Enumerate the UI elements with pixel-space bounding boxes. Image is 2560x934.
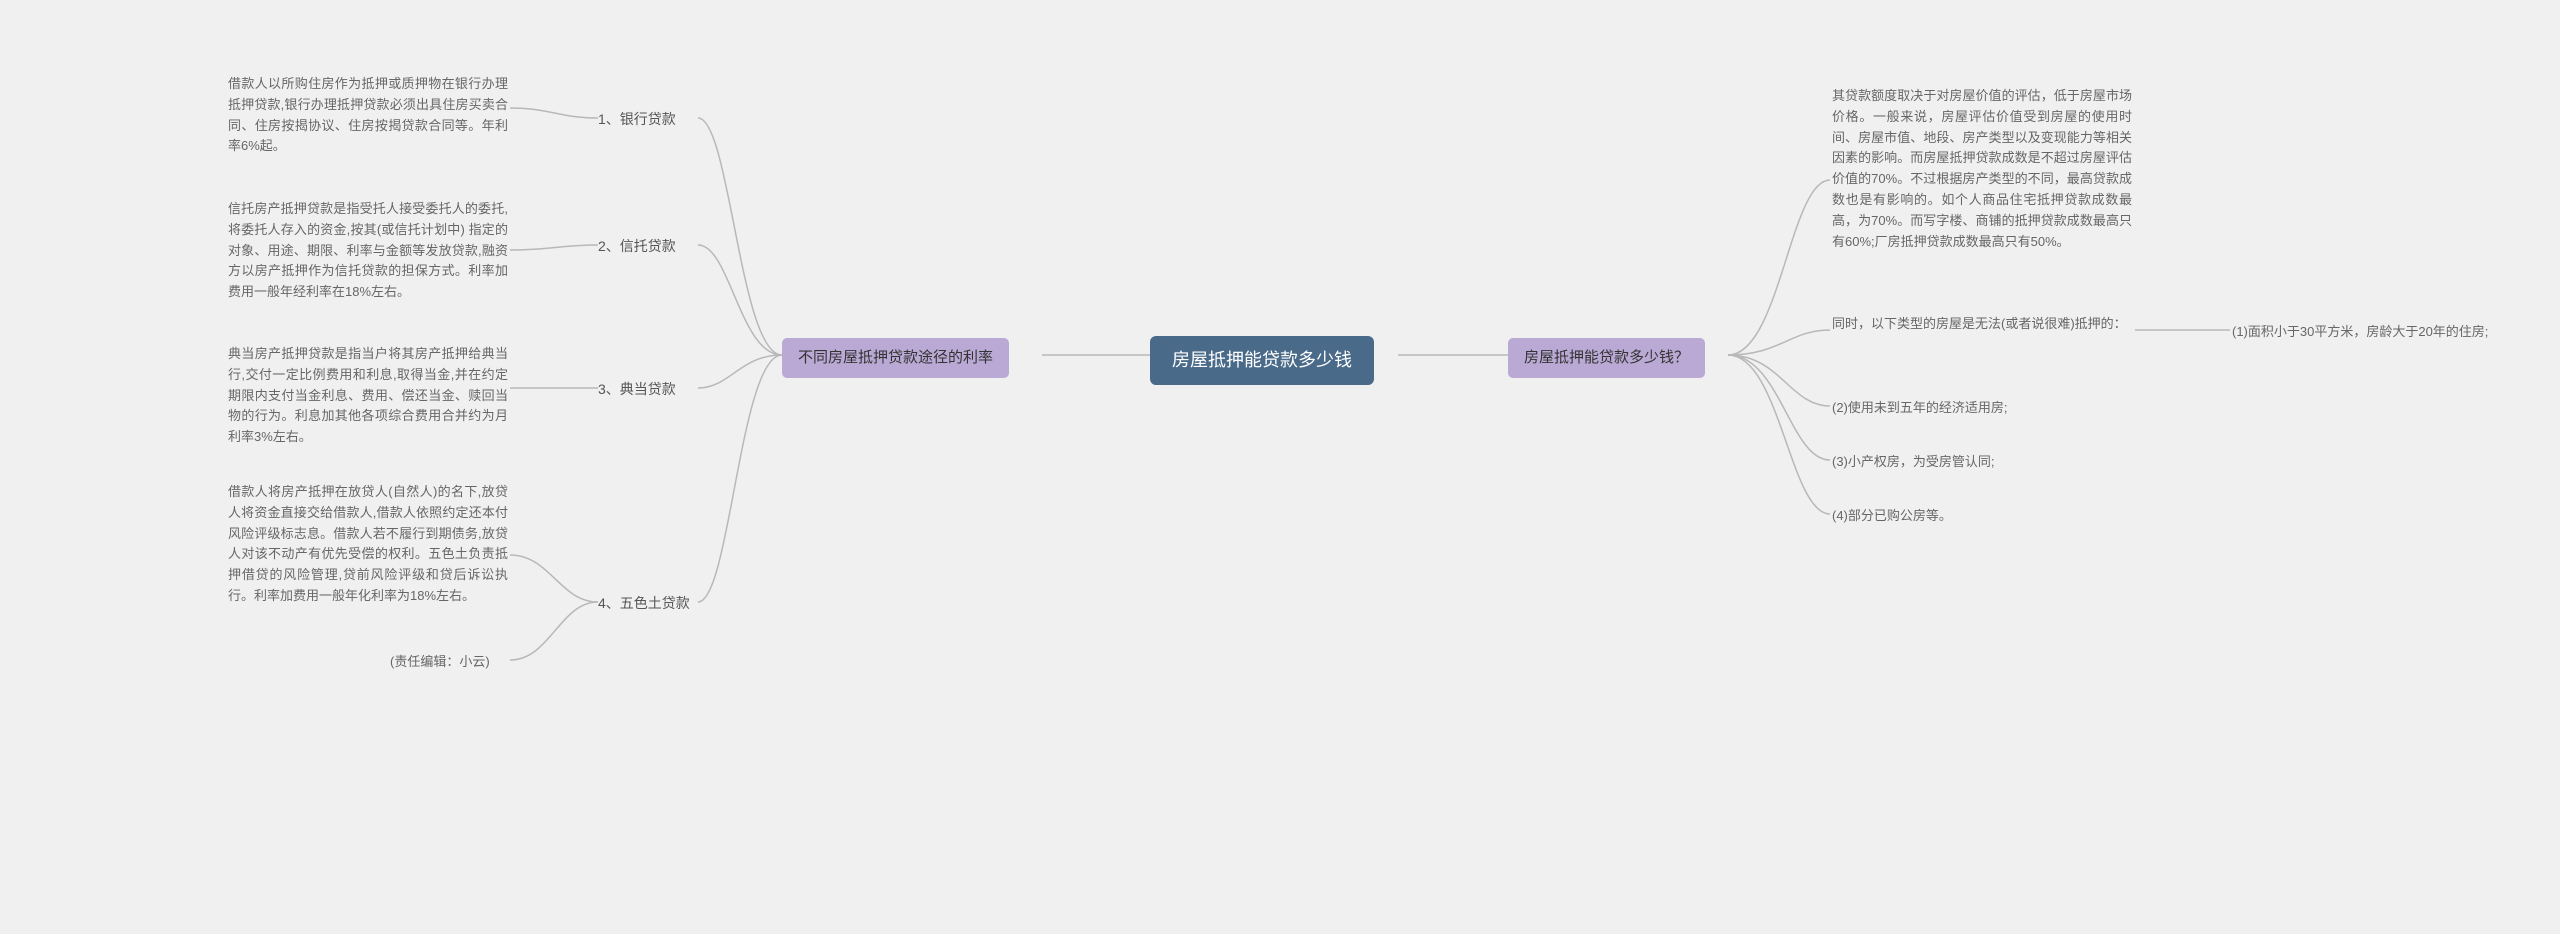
left-sub-4: 4、五色土贷款 (598, 590, 690, 616)
left-sub-1: 1、银行贷款 (598, 106, 676, 132)
left-detail-3: 典当房产抵押贷款是指当户将其房产抵押给典当行,交付一定比例费用和利息,取得当金,… (228, 340, 508, 452)
left-detail-4: 借款人将房产抵押在放贷人(自然人)的名下,放贷人将资金直接交给借款人,借款人依照… (228, 478, 508, 611)
root-node: 房屋抵押能贷款多少钱 (1150, 336, 1374, 385)
right-item-4: (4)部分已购公房等。 (1832, 504, 1952, 529)
left-detail-1: 借款人以所购住房作为抵押或质押物在银行办理抵押贷款,银行办理抵押贷款必须出具住房… (228, 70, 508, 161)
right-branch-node: 房屋抵押能贷款多少钱？ (1508, 338, 1705, 378)
left-detail-2: 信托房产抵押贷款是指受托人接受委托人的委托,将委托人存入的资金,按其(或信托计划… (228, 195, 508, 307)
left-branch-node: 不同房屋抵押贷款途径的利率 (782, 338, 1009, 378)
left-sub-3: 3、典当贷款 (598, 376, 676, 402)
right-intro: 其贷款额度取决于对房屋价值的评估，低于房屋市场价格。一般来说，房屋评估价值受到房… (1832, 82, 2132, 256)
left-sub-2: 2、信托贷款 (598, 233, 676, 259)
right-lead-sub-1: (1)面积小于30平方米，房龄大于20年的住房; (2232, 320, 2488, 345)
right-item-3: (3)小产权房，为受房管认同; (1832, 450, 1995, 475)
right-lead: 同时，以下类型的房屋是无法(或者说很难)抵押的： (1832, 310, 2132, 339)
right-item-2: (2)使用未到五年的经济适用房; (1832, 396, 2008, 421)
left-editor-note: (责任编辑：小云) (390, 650, 490, 675)
